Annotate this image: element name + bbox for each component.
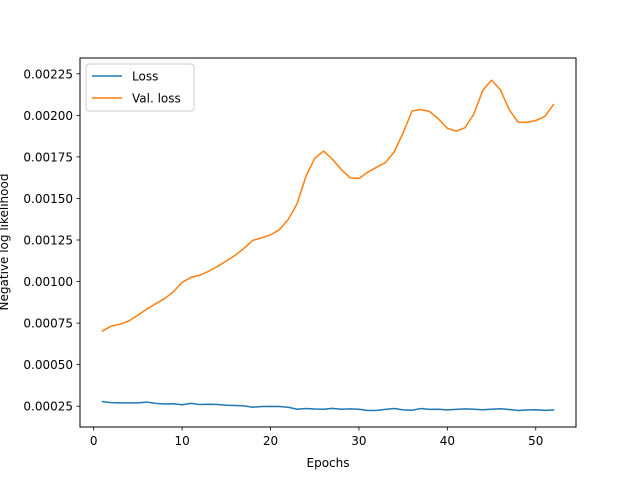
y-axis-label: Negative log likelihood (0, 174, 11, 311)
legend-label-loss: Loss (132, 70, 158, 84)
series-line-val-loss (101, 79, 555, 332)
y-tick-label: 0.00175 (23, 150, 73, 164)
y-tick-label: 0.00025 (23, 400, 73, 414)
plot-frame (79, 57, 577, 428)
x-axis-label: Epochs (307, 456, 350, 470)
x-tick-label: 30 (351, 434, 366, 448)
x-tick-label: 10 (174, 434, 189, 448)
y-tick-label: 0.00150 (23, 192, 73, 206)
x-tick-label: 50 (528, 434, 543, 448)
y-tick-label: 0.00200 (23, 109, 73, 123)
legend-label-val-loss: Val. loss (132, 92, 181, 106)
series-line-loss (101, 400, 555, 412)
y-tick-label: 0.00100 (23, 275, 73, 289)
x-axis-ticks: 0 10 20 30 40 50 (90, 427, 543, 448)
y-tick-label: 0.00125 (23, 234, 73, 248)
x-tick-label: 20 (263, 434, 278, 448)
y-tick-label: 0.00075 (23, 317, 73, 331)
y-tick-label: 0.00225 (23, 67, 73, 81)
x-tick-label: 0 (90, 434, 98, 448)
plot-lines (101, 79, 555, 412)
y-axis-ticks: 0.00025 0.00050 0.00075 0.00100 0.00125 0.001… (23, 67, 80, 414)
x-tick-label: 40 (440, 434, 455, 448)
y-tick-label: 0.00050 (23, 358, 73, 372)
legend: Loss Val. loss (85, 63, 195, 112)
